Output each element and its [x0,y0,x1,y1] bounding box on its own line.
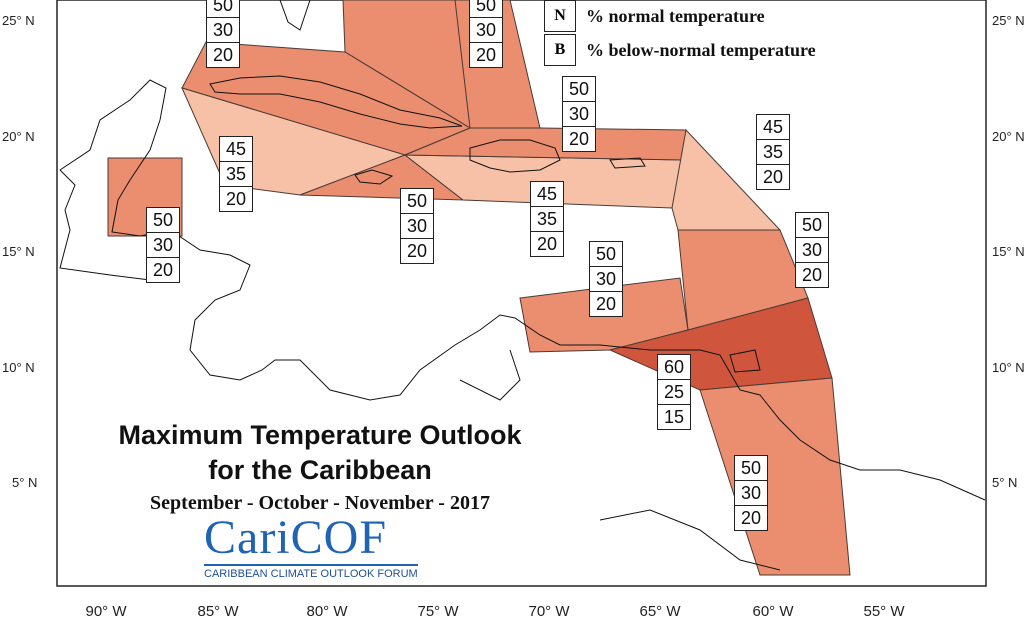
prob-box-bahamas: 50 30 20 [206,0,240,68]
lon-label-75w: 75° W [417,603,459,620]
coast-florida [279,0,311,31]
prob-normal: 30 [207,18,239,43]
prob-above: 50 [735,456,767,481]
lat-label-10n-left: 10° N [2,360,35,375]
prob-box-guianas: 50 30 20 [734,455,768,531]
prob-normal: 30 [147,233,179,258]
map-title-line2: for the Caribbean [208,455,432,485]
prob-above: 45 [757,115,789,140]
lon-label-90w: 90° W [85,603,127,620]
prob-box-abc: 50 30 20 [589,241,623,317]
coast-puerto-rico [609,157,646,169]
prob-below: 20 [406,241,428,261]
logo-tagline: CARIBBEAN CLIMATE OUTLOOK FORUM [204,564,418,580]
prob-normal: 30 [470,18,502,43]
lon-label-80w: 80° W [306,603,348,620]
coast-south-america-interior [459,349,781,571]
prob-normal: 35 [220,162,252,187]
coast-yucatan-central-america [59,79,700,401]
coastlines [59,0,986,571]
coast-mexico-west [59,169,151,281]
prob-below: 20 [762,167,784,187]
prob-above: 50 [590,242,622,267]
prob-normal: 30 [796,238,828,263]
prob-box-jamaica: 50 30 20 [400,188,434,264]
prob-above: 50 [207,0,239,18]
prob-above: 50 [796,213,828,238]
prob-normal: 30 [735,481,767,506]
prob-box-turks-caicos: 50 30 20 [469,0,503,68]
caricof-logo: CariCOF CARIBBEAN CLIMATE OUTLOOK FORUM [204,512,418,580]
prob-above: 45 [531,182,563,207]
prob-below: 20 [225,189,247,209]
prob-box-windwards: 50 30 20 [795,212,829,288]
prob-above: 50 [470,0,502,18]
legend-label-below: % below-normal temperature [586,40,816,60]
prob-box-hispaniola-pr: 50 30 20 [562,76,596,152]
prob-normal: 30 [563,102,595,127]
map-subtitle: September - October - November - 2017 [150,492,490,514]
coast-cuba [209,75,463,129]
prob-below: 20 [152,260,174,280]
lat-label-20n-left: 20° N [2,129,35,144]
prob-below: 15 [663,407,685,427]
prob-below: 20 [740,508,762,528]
legend-key-normal: N [544,0,576,32]
prob-box-trinidad: 60 25 15 [657,354,691,430]
prob-normal: 30 [401,214,433,239]
lat-label-25n-left: 25° N [2,13,35,28]
lat-label-5n-right: 5° N [992,475,1018,490]
lat-label-15n-right: 15° N [992,244,1025,259]
prob-above: 45 [220,137,252,162]
lon-label-85w: 85° W [197,603,239,620]
prob-normal: 35 [531,207,563,232]
lon-label-65w: 65° W [639,603,681,620]
prob-box-cayman: 45 35 20 [219,136,253,212]
prob-box-hispaniola-south: 45 35 20 [530,181,564,257]
coast-hispaniola [469,139,561,173]
map-title-line1: Maximum Temperature Outlook [118,420,522,450]
prob-below: 20 [536,234,558,254]
prob-below: 20 [568,129,590,149]
prob-normal: 35 [757,140,789,165]
lat-label-5n-left: 5° N [12,475,38,490]
prob-below: 20 [595,294,617,314]
coast-venezuela [699,349,986,501]
coast-trinidad [729,349,761,373]
lat-label-20n-right: 20° N [992,129,1025,144]
prob-box-northern-leewards: 45 35 20 [756,114,790,190]
prob-normal: 30 [590,267,622,292]
prob-normal: 25 [658,380,690,405]
lat-label-25n-right: 25° N [992,13,1025,28]
prob-above: 50 [401,189,433,214]
legend-key-below: B [544,34,576,66]
lon-label-70w: 70° W [528,603,570,620]
logo-name: CariCOF [204,511,388,564]
lon-label-55w: 55° W [863,603,905,620]
region-hispaniola-pr [404,127,687,161]
prob-below: 20 [212,45,234,65]
prob-below: 20 [801,265,823,285]
prob-above: 60 [658,355,690,380]
coast-jamaica [354,169,394,185]
prob-below: 20 [475,45,497,65]
prob-box-belize: 50 30 20 [146,207,180,283]
lat-label-15n-left: 15° N [2,244,35,259]
prob-above: 50 [563,77,595,102]
legend-label-normal: % normal temperature [586,6,765,26]
lat-label-10n-right: 10° N [992,360,1025,375]
prob-above: 50 [147,208,179,233]
lon-label-60w: 60° W [752,603,794,620]
